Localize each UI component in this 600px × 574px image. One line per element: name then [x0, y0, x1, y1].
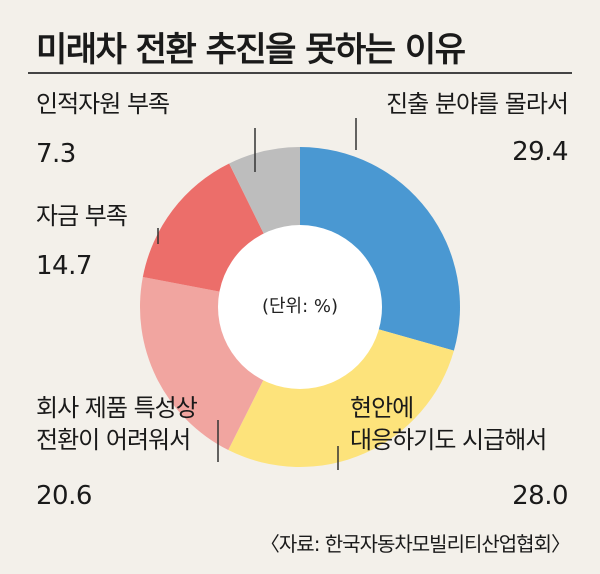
- source-note: 〈자료: 한국자동차모빌리티산업협회〉: [259, 532, 571, 556]
- donut-hole: [218, 225, 382, 389]
- slice-value-urgent-issues: 28.0: [512, 481, 568, 511]
- slice-label-funding: 자금 부족: [36, 202, 128, 230]
- slice-value-market-unknown: 29.4: [512, 137, 568, 167]
- center-unit-label: (단위: %): [262, 296, 338, 317]
- slice-value-product-nature: 20.6: [36, 481, 92, 511]
- chart-title: 미래차 전환 추진을 못하는 이유: [36, 30, 466, 70]
- title-divider: [28, 72, 572, 74]
- slice-label-product-nature: 회사 제품 특성상 전환이 어려워서: [36, 394, 198, 454]
- slice-label-urgent-issues: 현안에 대응하기도 시급해서: [350, 394, 547, 454]
- slice-value-human-resources: 7.3: [36, 139, 76, 169]
- slice-value-funding: 14.7: [36, 251, 92, 281]
- slice-label-human-resources: 인적자원 부족: [36, 90, 170, 118]
- slice-label-market-unknown: 진출 분야를 몰라서: [386, 90, 569, 118]
